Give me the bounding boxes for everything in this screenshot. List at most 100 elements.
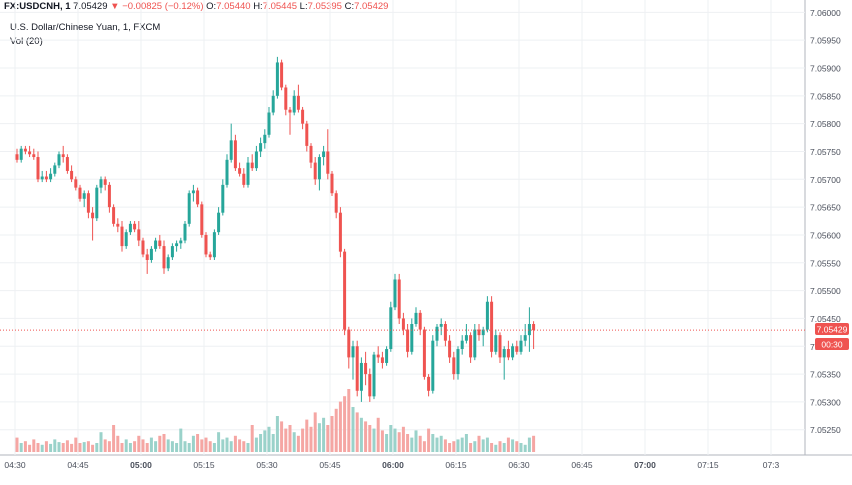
candle-body[interactable] xyxy=(418,312,422,330)
candle-body[interactable] xyxy=(196,190,200,205)
candle-body[interactable] xyxy=(397,279,401,319)
candle-body[interactable] xyxy=(330,173,334,194)
candle-body[interactable] xyxy=(498,335,502,358)
candle-body[interactable] xyxy=(326,151,330,174)
candle-body[interactable] xyxy=(36,157,40,180)
candle-body[interactable] xyxy=(170,246,174,258)
candle-body[interactable] xyxy=(527,324,531,336)
candle-body[interactable] xyxy=(502,349,506,358)
candle-body[interactable] xyxy=(158,240,162,247)
candle-body[interactable] xyxy=(490,301,494,352)
candle-body[interactable] xyxy=(431,340,435,391)
candle-body[interactable] xyxy=(86,193,90,213)
candle-body[interactable] xyxy=(175,243,179,247)
candle-body[interactable] xyxy=(200,204,204,235)
candle-body[interactable] xyxy=(154,240,158,249)
candle-body[interactable] xyxy=(112,207,116,224)
candle-body[interactable] xyxy=(61,154,65,158)
candle-body[interactable] xyxy=(355,346,359,391)
candle-body[interactable] xyxy=(78,187,82,199)
candle-body[interactable] xyxy=(448,340,452,358)
candle-body[interactable] xyxy=(519,340,523,352)
candle-body[interactable] xyxy=(464,335,468,341)
candle-body[interactable] xyxy=(385,349,389,363)
candle-body[interactable] xyxy=(95,187,99,219)
candle-body[interactable] xyxy=(511,346,515,358)
candle-body[interactable] xyxy=(40,176,44,180)
candle-body[interactable] xyxy=(343,251,347,330)
candle-body[interactable] xyxy=(351,346,355,358)
candle-body[interactable] xyxy=(263,134,267,144)
candle-body[interactable] xyxy=(271,95,275,113)
candle-body[interactable] xyxy=(359,362,363,391)
candle-body[interactable] xyxy=(523,335,527,341)
candle-body[interactable] xyxy=(246,162,250,185)
candle-body[interactable] xyxy=(422,329,426,377)
candle-body[interactable] xyxy=(414,312,418,324)
candle-body[interactable] xyxy=(91,212,95,219)
candle-body[interactable] xyxy=(309,145,313,163)
candle-body[interactable] xyxy=(393,279,397,308)
candle-body[interactable] xyxy=(32,154,36,158)
candle-body[interactable] xyxy=(99,179,103,188)
candle-body[interactable] xyxy=(183,223,187,241)
candle-body[interactable] xyxy=(120,226,124,247)
candle-body[interactable] xyxy=(233,140,237,169)
candle-body[interactable] xyxy=(53,165,57,174)
candle-body[interactable] xyxy=(23,148,27,152)
candle-body[interactable] xyxy=(280,62,284,88)
candle-body[interactable] xyxy=(103,179,107,185)
candle-body[interactable] xyxy=(305,123,309,146)
candle-body[interactable] xyxy=(284,87,288,110)
candle-body[interactable] xyxy=(57,154,61,166)
candle-body[interactable] xyxy=(288,109,292,113)
candle-body[interactable] xyxy=(515,346,519,352)
candle-body[interactable] xyxy=(116,223,120,227)
candle-body[interactable] xyxy=(204,234,208,255)
candle-body[interactable] xyxy=(179,240,183,244)
candle-body[interactable] xyxy=(427,376,431,391)
candle-body[interactable] xyxy=(401,318,405,330)
candle-body[interactable] xyxy=(267,112,271,135)
candle-body[interactable] xyxy=(19,148,23,160)
candle-body[interactable] xyxy=(44,176,48,180)
candle-body[interactable] xyxy=(334,193,338,213)
candle-body[interactable] xyxy=(28,151,32,155)
candle-body[interactable] xyxy=(364,362,368,375)
candle-body[interactable] xyxy=(410,324,414,352)
candle-body[interactable] xyxy=(469,335,473,358)
candle-body[interactable] xyxy=(406,329,410,352)
candle-body[interactable] xyxy=(166,257,170,269)
candle-body[interactable] xyxy=(313,162,317,180)
candle-body[interactable] xyxy=(317,157,321,180)
candle-body[interactable] xyxy=(485,301,489,330)
candle-body[interactable] xyxy=(372,354,376,397)
candle-body[interactable] xyxy=(217,212,221,233)
candle-body[interactable] xyxy=(162,246,166,269)
candle-body[interactable] xyxy=(389,307,393,350)
candle-body[interactable] xyxy=(473,329,477,358)
candle-body[interactable] xyxy=(225,159,229,185)
candle-body[interactable] xyxy=(133,223,137,230)
candle-body[interactable] xyxy=(368,374,372,397)
candle-body[interactable] xyxy=(229,140,233,160)
candle-body[interactable] xyxy=(82,193,86,199)
candle-body[interactable] xyxy=(347,329,351,358)
candle-body[interactable] xyxy=(141,240,145,255)
candle-body[interactable] xyxy=(137,229,141,241)
candle-body[interactable] xyxy=(212,232,216,258)
candle-body[interactable] xyxy=(254,151,258,169)
candle-body[interactable] xyxy=(250,162,254,169)
candle-body[interactable] xyxy=(238,168,242,174)
candle-body[interactable] xyxy=(208,254,212,258)
candle-body[interactable] xyxy=(532,324,536,331)
candle-body[interactable] xyxy=(452,357,456,375)
candle-body[interactable] xyxy=(296,95,300,110)
candle-body[interactable] xyxy=(506,349,510,358)
candle-body[interactable] xyxy=(322,151,326,158)
candle-body[interactable] xyxy=(376,354,380,358)
candle-body[interactable] xyxy=(145,254,149,260)
candle-body[interactable] xyxy=(494,335,498,352)
candle-body[interactable] xyxy=(301,109,305,124)
candle-body[interactable] xyxy=(242,173,246,185)
